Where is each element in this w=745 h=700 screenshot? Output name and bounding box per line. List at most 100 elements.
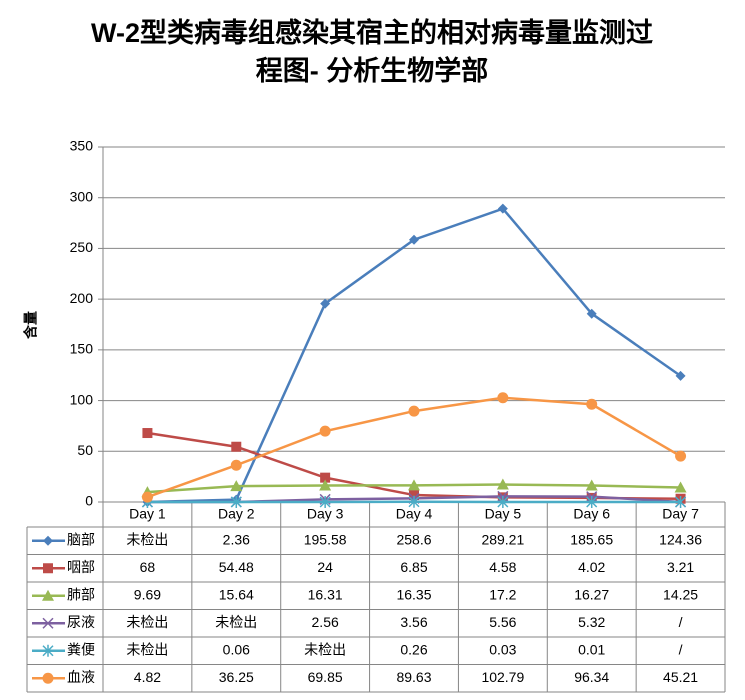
table-cell: 195.58 [304, 531, 347, 547]
table-cell: 未检出 [126, 641, 168, 657]
marker [141, 491, 153, 503]
table-cell: 96.34 [574, 669, 609, 685]
table-cell: 0.06 [223, 641, 250, 657]
marker [230, 459, 242, 471]
table-cell: 2.56 [312, 614, 339, 630]
table-cell: 9.69 [134, 586, 161, 602]
table-cell: 5.32 [578, 614, 605, 630]
marker [231, 441, 242, 452]
series [142, 428, 686, 504]
table-cell: / [679, 641, 683, 657]
marker [319, 479, 332, 491]
table-cell: 24 [317, 559, 333, 575]
legend-label: 尿液 [67, 614, 95, 630]
marker [42, 589, 54, 601]
y-tick-label: 50 [77, 442, 93, 458]
marker [408, 479, 420, 491]
y-tick-label: 200 [70, 290, 94, 306]
marker [408, 495, 420, 508]
table-cell: 15.64 [219, 586, 254, 602]
table-cell: 258.6 [396, 531, 431, 547]
table-cell: 4.82 [134, 669, 161, 685]
x-tick-label: Day 7 [662, 506, 699, 522]
legend-label: 血液 [67, 669, 95, 685]
table-cell: 16.27 [574, 586, 609, 602]
y-tick-label: 300 [70, 188, 94, 204]
y-tick-label: 350 [70, 138, 94, 154]
table-cell: 289.21 [481, 531, 524, 547]
table-cell: 0.03 [489, 641, 516, 657]
marker [586, 495, 598, 508]
series [141, 392, 687, 503]
table-cell: 未检出 [126, 614, 168, 630]
table-cell: 6.85 [400, 559, 427, 575]
table-cell: 185.65 [570, 531, 613, 547]
legend-label: 肺部 [67, 586, 95, 602]
table-cell: 16.31 [308, 586, 343, 602]
y-tick-label: 150 [70, 341, 94, 357]
marker [43, 535, 53, 546]
marker [409, 490, 419, 501]
marker [586, 308, 597, 319]
x-tick-label: Day 3 [307, 506, 344, 522]
legend-label: 脑部 [67, 531, 95, 547]
marker [675, 370, 686, 381]
table-cell: 69.85 [308, 669, 343, 685]
marker [586, 398, 598, 410]
table-cell: 102.79 [481, 669, 524, 685]
marker [319, 496, 331, 508]
table-cell: 3.56 [400, 614, 427, 630]
table-cell: 36.25 [219, 669, 254, 685]
x-tick-label: Day 5 [485, 506, 522, 522]
table-cell: 45.21 [663, 669, 698, 685]
marker [142, 428, 153, 439]
marker [409, 234, 419, 245]
table-cell: / [679, 614, 683, 630]
marker [496, 478, 509, 490]
legend-label: 粪便 [67, 641, 95, 657]
table-cell: 未检出 [126, 531, 168, 547]
marker [42, 617, 54, 629]
table-cell: 3.21 [667, 559, 694, 575]
series [142, 203, 686, 507]
table-cell: 54.48 [219, 559, 254, 575]
marker [674, 481, 687, 493]
y-axis-label: 含量 [23, 311, 39, 339]
table-cell: 68 [140, 559, 156, 575]
line [147, 207, 682, 504]
table-cell: 5.56 [489, 614, 516, 630]
table-cell: 未检出 [215, 614, 257, 630]
table-cell: 17.2 [489, 586, 516, 602]
marker [320, 472, 331, 483]
x-tick-label: Day 4 [396, 506, 433, 522]
table-cell: 14.25 [663, 586, 698, 602]
marker [585, 479, 598, 491]
table-cell: 0.01 [578, 641, 605, 657]
y-tick-label: 0 [85, 493, 93, 509]
marker [43, 563, 53, 574]
table-cell: 0.26 [400, 641, 427, 657]
marker [319, 425, 331, 437]
marker [497, 392, 509, 404]
marker [497, 495, 509, 508]
marker [675, 450, 687, 462]
y-tick-label: 100 [70, 391, 94, 407]
table-cell: 16.35 [396, 586, 431, 602]
marker [408, 405, 420, 417]
marker [230, 495, 242, 508]
x-tick-label: Day 1 [129, 506, 166, 522]
table-cell: 未检出 [304, 641, 346, 657]
marker [42, 672, 54, 684]
chart-title: W-2型类病毒组感染其宿主的相对病毒量监测过程图- 分析生物学部 [91, 18, 653, 86]
series [141, 478, 687, 498]
marker [675, 496, 687, 508]
x-tick-label: Day 2 [218, 506, 255, 522]
marker [497, 203, 508, 214]
table-cell: 2.36 [223, 531, 250, 547]
marker [320, 298, 331, 309]
table-cell: 89.63 [396, 669, 431, 685]
y-tick-label: 250 [70, 239, 94, 255]
table-cell: 124.36 [659, 531, 702, 547]
